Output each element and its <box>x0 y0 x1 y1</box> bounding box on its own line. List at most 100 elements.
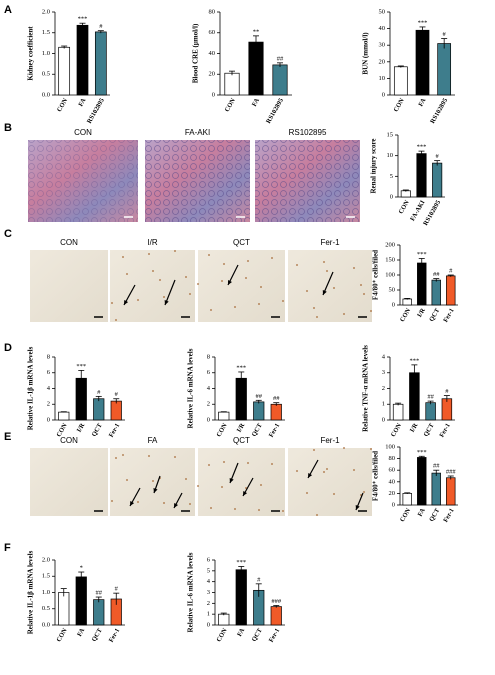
x-tick-label: I/R <box>236 422 247 434</box>
stain-dot <box>185 276 187 278</box>
x-tick-label: QCT <box>91 627 104 643</box>
stain-dot <box>316 514 318 516</box>
y-tick-label: 0 <box>382 416 385 423</box>
stain-dot <box>247 260 249 262</box>
bar <box>402 298 412 306</box>
arrow-head <box>229 478 234 483</box>
stain-dot <box>115 457 117 459</box>
x-tick-label: RS102895 <box>429 97 449 125</box>
stain-dot <box>221 280 223 282</box>
stain-dot <box>363 491 365 493</box>
image-caption: Fer-1 <box>320 436 340 445</box>
arrow-head <box>228 280 232 285</box>
bar <box>416 153 427 198</box>
image-caption: QCT <box>233 436 250 445</box>
arrow-head <box>322 290 327 295</box>
bar <box>248 41 264 96</box>
y-tick-label: 3 <box>382 369 385 376</box>
bar <box>110 400 122 421</box>
bar <box>415 29 430 96</box>
x-tick-label: CON <box>398 199 411 215</box>
image-caption: RS102895 <box>289 128 327 137</box>
bar <box>417 457 427 506</box>
arrow-head <box>130 501 135 506</box>
significance-label: ## <box>433 463 440 470</box>
significance-label: # <box>443 31 447 38</box>
arrow-head <box>308 473 313 478</box>
stain-dot <box>247 462 249 464</box>
bar <box>270 606 282 626</box>
stain-dot <box>258 509 260 511</box>
stain-dot <box>210 309 212 311</box>
x-tick-label: QCT <box>428 307 441 323</box>
significance-label: * <box>80 565 83 572</box>
significance-label: *** <box>76 363 86 370</box>
x-tick-label: Fer-1 <box>438 422 452 438</box>
y-tick-label: 8 <box>47 353 50 360</box>
y-tick-label: 0 <box>392 501 395 508</box>
y-tick-label: 50 <box>379 8 386 15</box>
stain-dot <box>185 478 187 480</box>
x-tick-label: QCT <box>428 507 441 523</box>
stain-dot <box>152 480 154 482</box>
y-tick-label: 1 <box>382 401 385 408</box>
bar <box>94 31 107 96</box>
y-tick-label: 3 <box>207 589 210 596</box>
bar <box>441 398 453 421</box>
bar <box>392 403 404 421</box>
stain-dot <box>148 455 150 457</box>
y-tick-label: 80 <box>389 455 396 462</box>
y-axis-label: F4/80⁺ cells/filed <box>372 451 380 501</box>
stain-dot <box>323 261 325 263</box>
bar <box>402 493 412 506</box>
y-tick-label: 4 <box>207 385 211 392</box>
y-tick-label: 0 <box>212 91 215 98</box>
panel-label: C <box>4 228 12 240</box>
y-tick-label: 0 <box>207 416 210 423</box>
x-tick-label: I/R <box>416 307 427 319</box>
y-tick-label: 0 <box>47 416 50 423</box>
y-tick-label: 1.0 <box>42 50 50 57</box>
stain-dot <box>197 485 199 487</box>
x-tick-label: CON <box>390 422 403 438</box>
y-axis-label: Blood CRE (μmol/l) <box>192 23 200 83</box>
arrow-head <box>355 505 360 510</box>
y-tick-label: 4 <box>207 578 211 585</box>
stain-dot <box>260 484 262 486</box>
stain-dot <box>282 510 284 512</box>
stain-dot <box>333 287 335 289</box>
bar <box>431 279 441 306</box>
bar <box>58 46 71 96</box>
y-tick-label: 6 <box>47 369 51 376</box>
stain-dot <box>258 303 260 305</box>
stain-dot <box>343 313 345 315</box>
significance-label: # <box>115 586 119 593</box>
significance-label: ## <box>96 590 103 597</box>
stain-dot <box>126 479 128 481</box>
y-tick-label: 2 <box>382 385 385 392</box>
bar <box>93 599 105 626</box>
x-tick-label: Fer-1 <box>108 422 122 438</box>
y-axis-label: Renal injury score <box>370 138 378 193</box>
x-tick-label: QCT <box>91 422 104 438</box>
bar <box>431 472 441 506</box>
significance-label: # <box>99 23 103 30</box>
x-tick-label: CON <box>56 97 69 113</box>
x-tick-label: FA <box>417 97 427 108</box>
y-tick-label: 20 <box>389 490 396 497</box>
stain-dot <box>189 293 191 295</box>
stain-dot <box>353 469 355 471</box>
x-tick-label: FA <box>251 97 261 108</box>
y-tick-label: 100 <box>385 271 395 278</box>
y-axis-label: Relative IL-6 mRNA levels <box>187 552 195 632</box>
y-tick-label: 2 <box>47 401 50 408</box>
y-tick-label: 6 <box>207 369 211 376</box>
stain-dot <box>223 461 225 463</box>
arrow-head <box>164 300 169 305</box>
significance-label: ### <box>271 598 282 605</box>
micrograph <box>288 448 372 516</box>
arrow-head <box>174 503 179 508</box>
stain-dot <box>306 290 308 292</box>
x-tick-label: FA <box>236 627 246 638</box>
y-axis-label: Relative IL-6 mRNA levels <box>187 348 195 428</box>
